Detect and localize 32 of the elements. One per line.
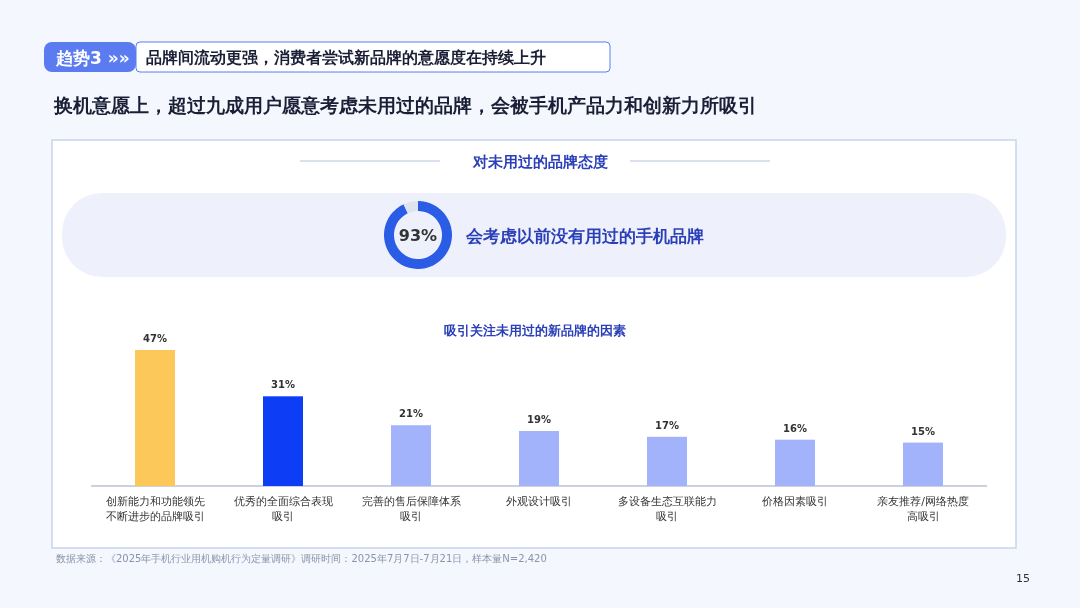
data-label: 16% <box>783 422 807 434</box>
data-label: 47% <box>143 333 167 344</box>
chart-title: 对未用过的品牌态度 <box>471 153 608 171</box>
x-tick-label: 完善的售后保障体系吸引 <box>360 494 462 524</box>
data-label: 19% <box>527 414 551 426</box>
data-label: 17% <box>655 419 679 431</box>
x-tick-label: 价格因素吸引 <box>761 494 829 509</box>
bar <box>647 436 687 486</box>
bar <box>519 431 559 486</box>
x-tick-label: 外观设计吸引 <box>505 494 573 509</box>
chart-title: 吸引关注未用过的新品牌的因素 <box>444 323 626 338</box>
bar <box>391 425 431 486</box>
bar <box>775 439 815 486</box>
text: 换机意愿上，超过九成用户愿意考虑未用过的品牌，会被手机产品力和创新力所吸引 <box>53 94 757 116</box>
bar <box>903 442 943 486</box>
x-tick-label: 创新能力和功能领先不断进步的品牌吸引 <box>104 494 206 524</box>
text: 品牌间流动更强，消费者尝试新品牌的意愿度在持续上升 <box>146 48 546 67</box>
donut-slice <box>384 201 452 269</box>
x-tick-label: 优秀的全面综合表现吸引 <box>232 494 334 524</box>
data-label: 21% <box>399 408 423 420</box>
data-label: 31% <box>271 379 295 391</box>
slice-label: 会考虑以前没有用过的手机品牌 <box>465 226 704 246</box>
text: 趋势3 »» <box>55 48 130 68</box>
data-label: 15% <box>911 425 935 437</box>
x-tick-label: 亲友推荐/网络热度高吸引 <box>876 494 970 524</box>
data-label: 93% <box>398 226 438 245</box>
donut-slice <box>403 201 418 214</box>
text: 15 <box>1016 572 1030 585</box>
source-note: 数据来源：《2025年手机行业用机购机行为定量调研》调研时间：2025年7月7日-7月21日，样本量N=2,420 <box>56 553 547 564</box>
bar <box>135 350 175 486</box>
x-tick-label: 多设备生态互联能力吸引 <box>616 494 718 524</box>
bar <box>263 396 303 486</box>
